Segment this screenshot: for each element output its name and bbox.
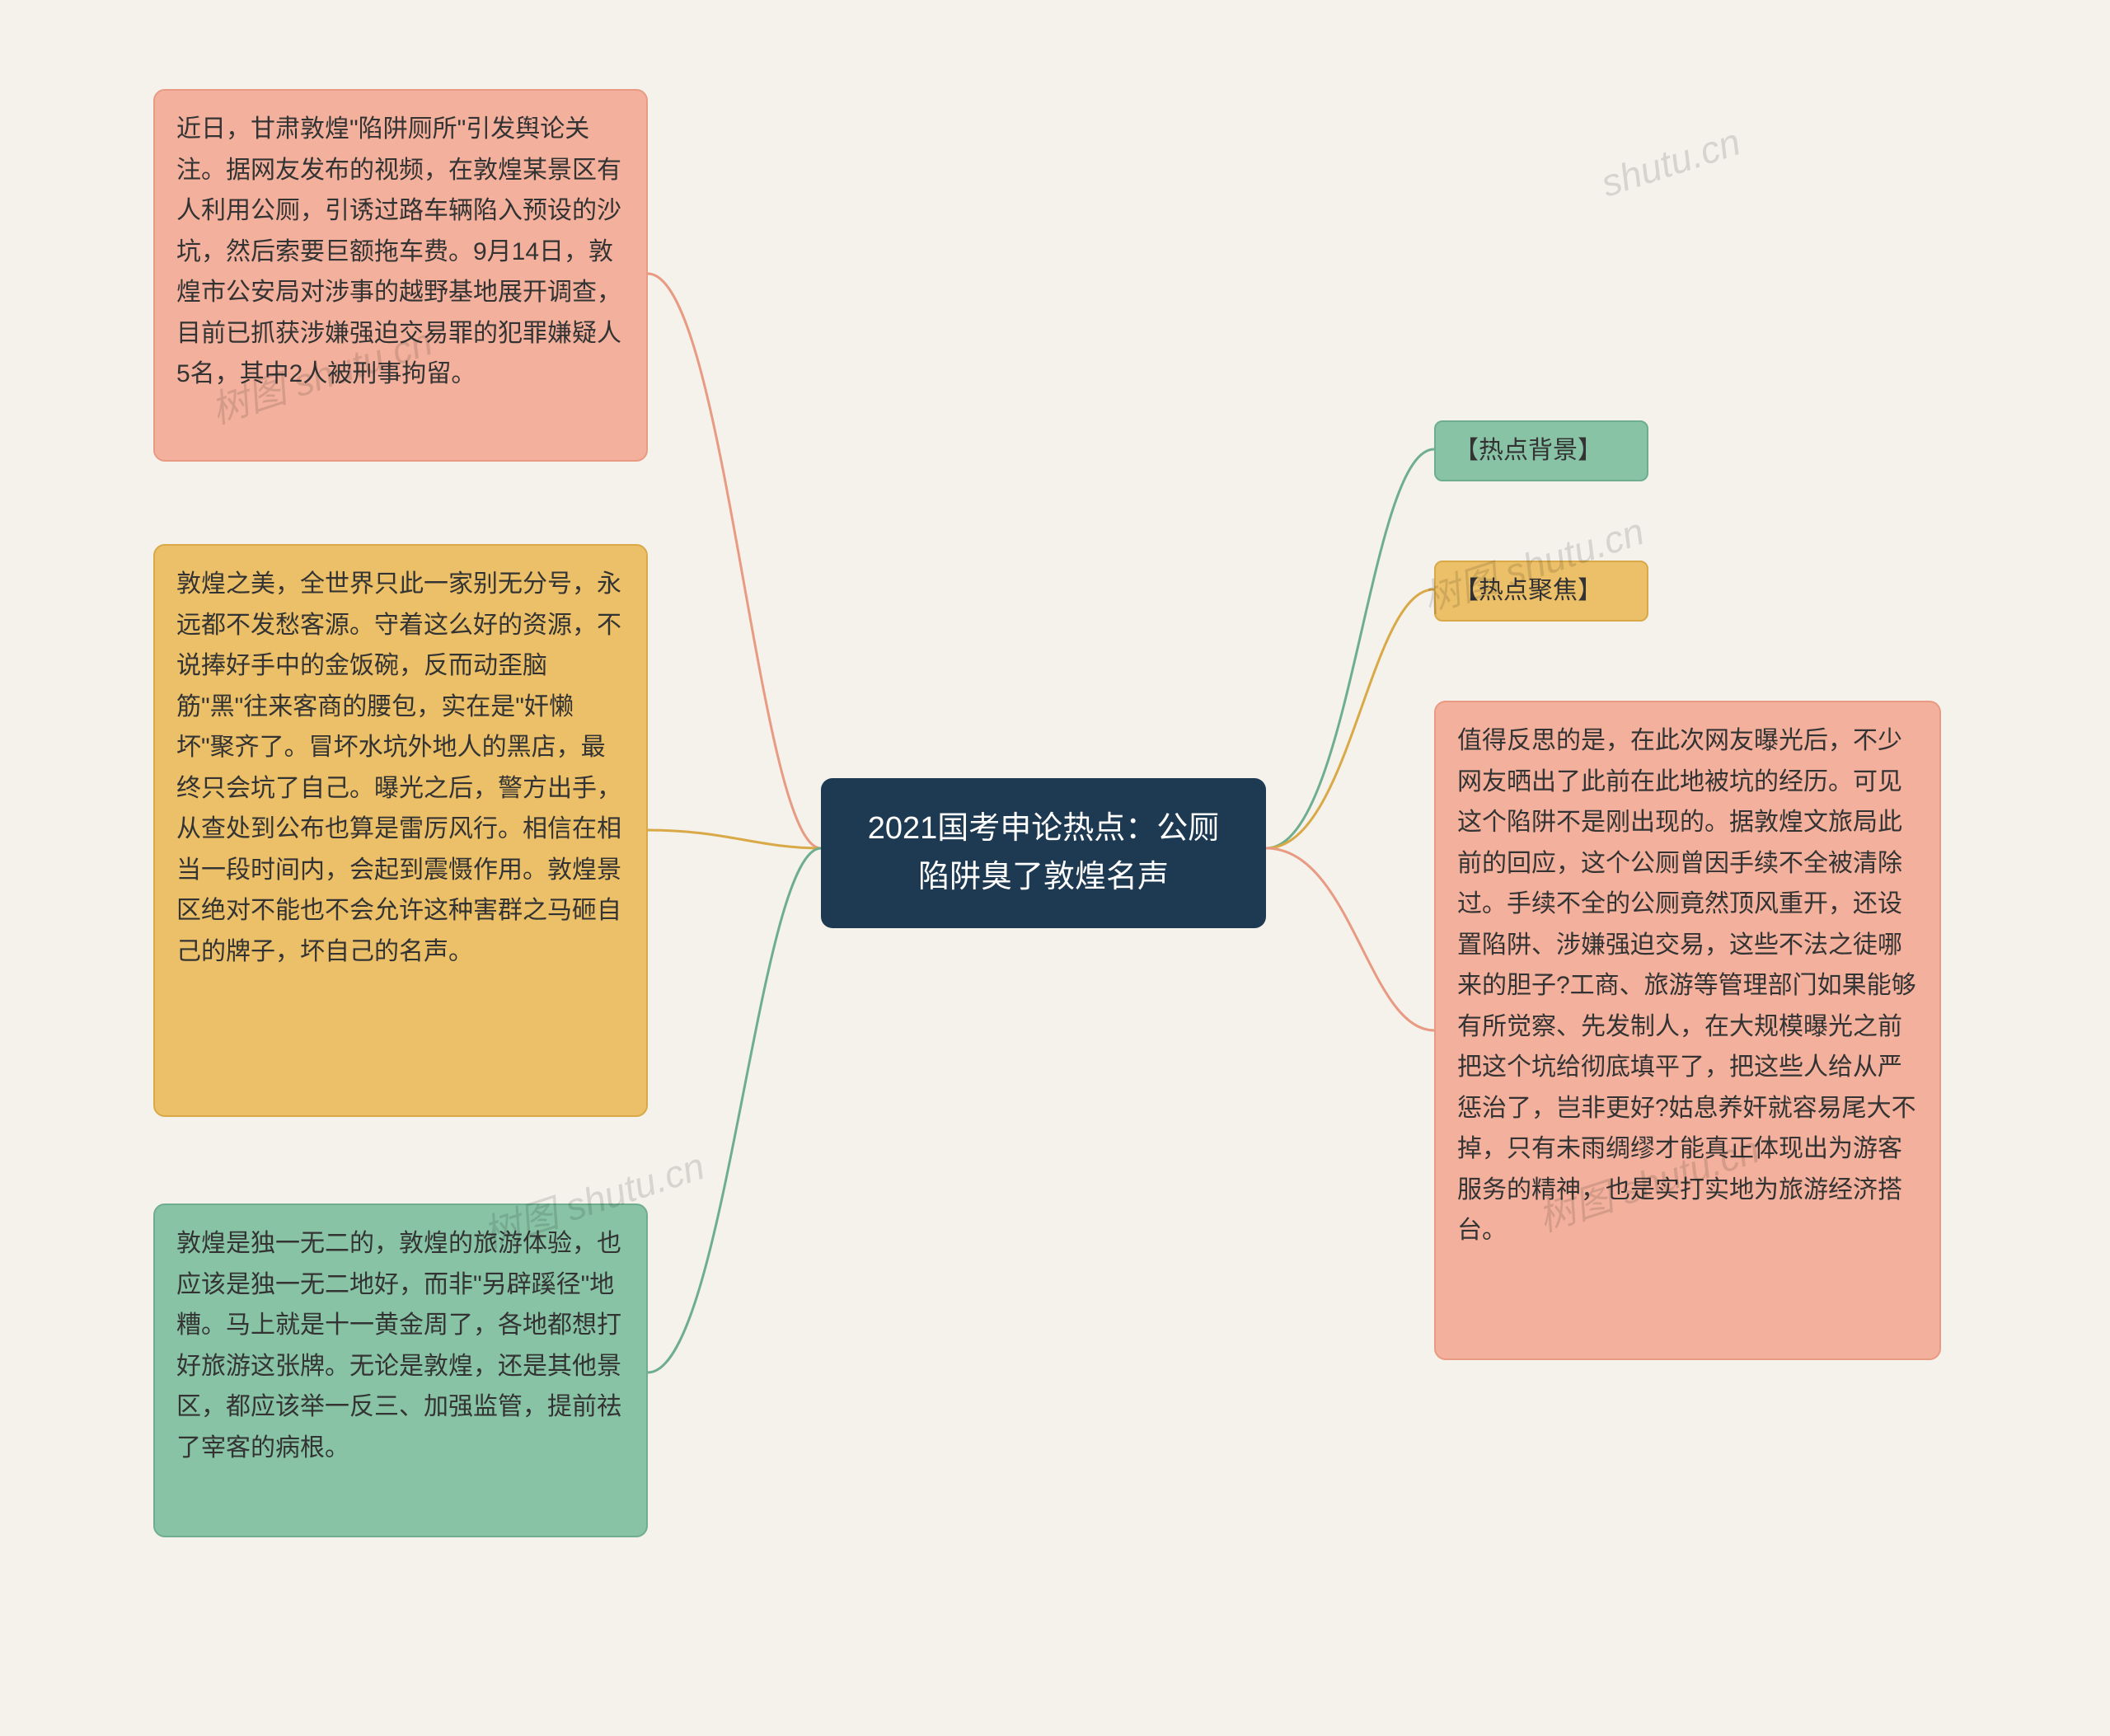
- mindmap-label-rlabel1: 【热点背景】: [1434, 420, 1648, 481]
- mindmap-node-right1: 值得反思的是，在此次网友曝光后，不少网友晒出了此前在此地被坑的经历。可见这个陷阱…: [1434, 701, 1941, 1360]
- watermark-text: shutu.cn: [1596, 119, 1746, 205]
- mindmap-label-rlabel2: 【热点聚焦】: [1434, 561, 1648, 622]
- mindmap-node-left3: 敦煌是独一无二的，敦煌的旅游体验，也应该是独一无二地好，而非"另辟蹊径"地糟。马…: [153, 1203, 648, 1537]
- mindmap-node-left2: 敦煌之美，全世界只此一家别无分号，永远都不发愁客源。守着这么好的资源，不说捧好手…: [153, 544, 648, 1117]
- mindmap-node-left1: 近日，甘肃敦煌"陷阱厕所"引发舆论关注。据网友发布的视频，在敦煌某景区有人利用公…: [153, 89, 648, 462]
- center-topic: 2021国考申论热点：公厕陷阱臭了敦煌名声: [821, 778, 1266, 928]
